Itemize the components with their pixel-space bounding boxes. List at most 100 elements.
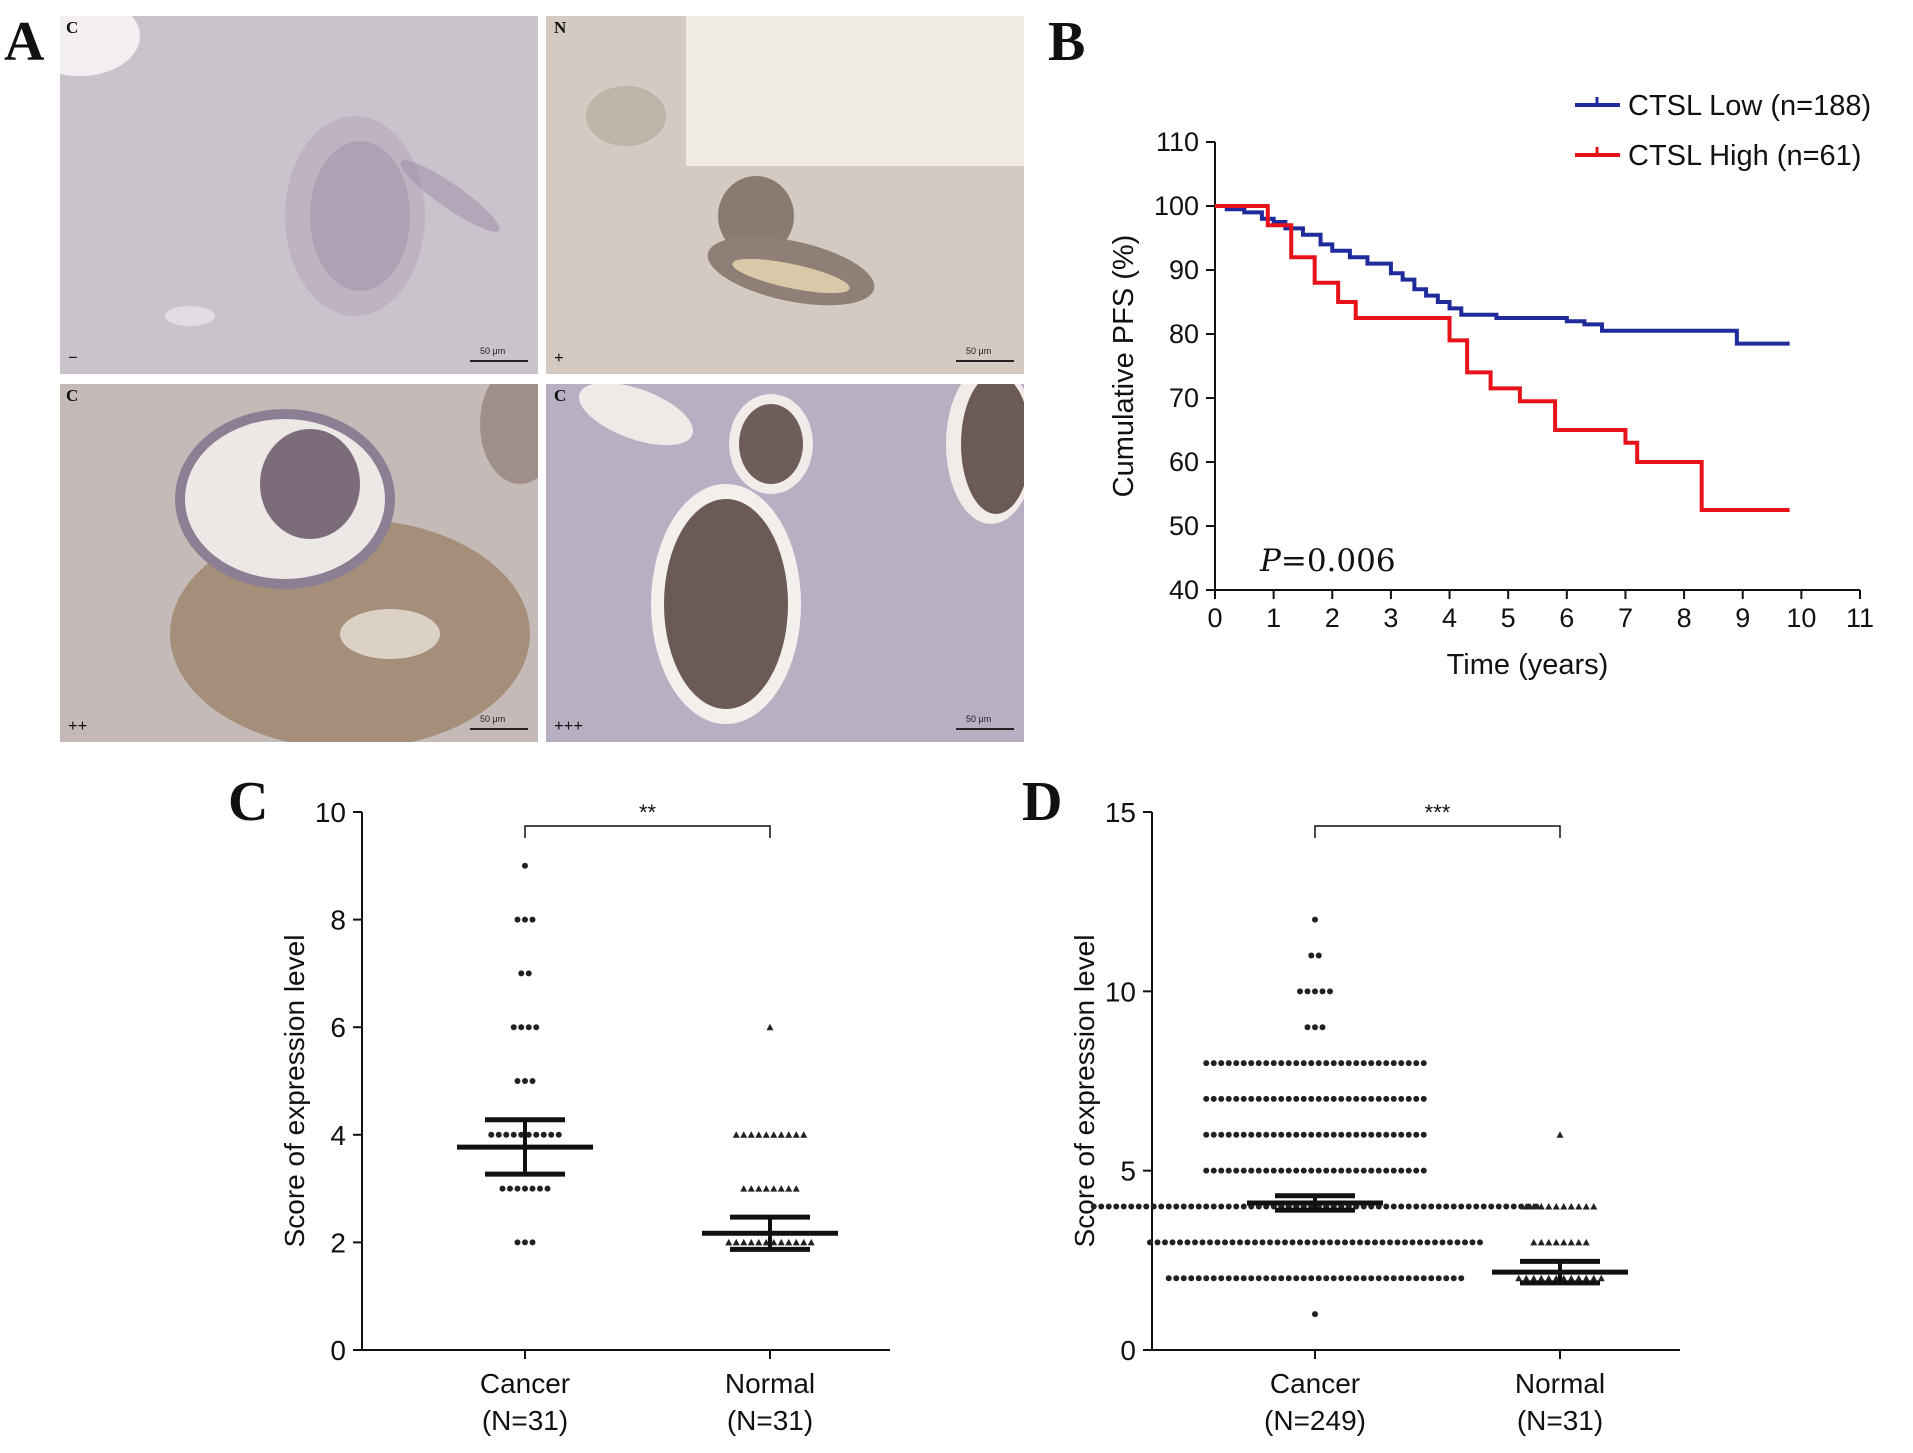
- data-point: [1225, 1095, 1232, 1102]
- y-tick-label: 60: [1169, 447, 1199, 477]
- data-point: [1233, 1095, 1240, 1102]
- data-point: [1233, 1060, 1240, 1067]
- data-point: [1368, 1167, 1375, 1174]
- data-point: [1315, 1167, 1322, 1174]
- data-point: [1383, 1060, 1390, 1067]
- data-point: [1218, 1203, 1225, 1210]
- data-point: [540, 1131, 547, 1138]
- data-point: [1582, 1274, 1590, 1282]
- data-point: [555, 1131, 562, 1138]
- data-point: [792, 1238, 800, 1246]
- data-point: [1323, 1167, 1330, 1174]
- data-point: [1342, 1239, 1348, 1246]
- data-point: [1450, 1275, 1457, 1282]
- data-point: [1522, 1203, 1530, 1210]
- data-point: [1345, 1131, 1352, 1138]
- data-point: [1259, 1239, 1266, 1246]
- data-point: [518, 970, 525, 977]
- data-point: [1435, 1275, 1442, 1282]
- data-point: [1567, 1238, 1575, 1246]
- data-point: [1255, 1167, 1262, 1174]
- y-tick-label: 40: [1169, 575, 1199, 605]
- data-point: [1248, 1167, 1255, 1174]
- y-tick-label: 6: [330, 1012, 346, 1043]
- data-point: [792, 1131, 800, 1138]
- data-point: [1398, 1131, 1405, 1138]
- y-axis-title: Score of expression level: [280, 935, 310, 1248]
- tissue-texture: [60, 16, 538, 374]
- data-point: [1312, 916, 1318, 923]
- y-tick-label: 50: [1169, 511, 1199, 541]
- data-point: [1360, 1275, 1367, 1282]
- data-point: [1383, 1275, 1390, 1282]
- data-point: [1338, 1060, 1345, 1067]
- histology-grade-label: +++: [554, 716, 584, 735]
- data-point: [1308, 1275, 1315, 1282]
- data-point: [1225, 1131, 1232, 1138]
- data-point: [1330, 1095, 1337, 1102]
- data-point: [1229, 1239, 1236, 1246]
- data-point: [1368, 1275, 1375, 1282]
- data-point: [1405, 1095, 1412, 1102]
- data-point: [1180, 1275, 1187, 1282]
- scale-bar: [956, 728, 1014, 730]
- data-point: [1390, 1167, 1397, 1174]
- data-point: [1405, 1167, 1412, 1174]
- data-point: [1567, 1203, 1575, 1210]
- data-point: [1345, 1167, 1352, 1174]
- data-point: [1420, 1203, 1427, 1210]
- data-point: [1278, 1095, 1285, 1102]
- data-point: [1319, 1024, 1326, 1031]
- scale-bar: [470, 728, 528, 730]
- data-point: [1113, 1203, 1120, 1210]
- histology-corner-label: N: [554, 18, 567, 37]
- data-point: [1465, 1203, 1472, 1210]
- scale-bar-label: 50 μm: [966, 714, 992, 724]
- data-point: [1545, 1238, 1553, 1246]
- data-point: [1420, 1095, 1427, 1102]
- data-point: [525, 970, 532, 977]
- data-point: [1323, 1095, 1330, 1102]
- data-point: [1312, 1311, 1318, 1318]
- data-point: [1270, 1095, 1277, 1102]
- data-point: [1285, 1167, 1292, 1174]
- data-point: [1469, 1239, 1476, 1246]
- data-point: [510, 1024, 517, 1031]
- data-point: [1334, 1239, 1341, 1246]
- data-point: [770, 1185, 778, 1192]
- data-point: [1379, 1239, 1386, 1246]
- data-point: [1218, 1131, 1225, 1138]
- data-point: [1150, 1203, 1157, 1210]
- data-point: [525, 1131, 532, 1138]
- tissue-texture: [60, 384, 538, 742]
- data-point: [522, 1185, 528, 1192]
- data-point: [1293, 1131, 1300, 1138]
- y-tick-label: 15: [1105, 797, 1136, 828]
- x-tick-label: 11: [1846, 603, 1874, 633]
- data-point: [1312, 1024, 1318, 1031]
- data-point: [1428, 1203, 1435, 1210]
- data-point: [1480, 1203, 1487, 1210]
- data-point: [1304, 988, 1311, 995]
- data-point: [1552, 1238, 1560, 1246]
- category-n-label: (N=31): [727, 1405, 813, 1436]
- data-point: [1360, 1095, 1367, 1102]
- data-point: [1282, 1239, 1288, 1246]
- significance-bracket: [524, 825, 771, 838]
- p-value-annotation: P=0.006: [1259, 543, 1396, 579]
- data-point: [1428, 1275, 1435, 1282]
- data-point: [1537, 1203, 1545, 1210]
- data-point: [1488, 1203, 1495, 1210]
- data-point: [1304, 1239, 1311, 1246]
- data-point: [1293, 1060, 1300, 1067]
- data-point: [1372, 1239, 1378, 1246]
- data-point: [1173, 1275, 1180, 1282]
- data-point: [1312, 988, 1318, 995]
- data-point: [1413, 1060, 1420, 1067]
- data-point: [1368, 1095, 1375, 1102]
- data-point: [525, 1024, 532, 1031]
- data-point: [1180, 1203, 1187, 1210]
- data-point: [1315, 952, 1322, 959]
- data-point: [1537, 1274, 1545, 1282]
- category-n-label: (N=31): [482, 1405, 568, 1436]
